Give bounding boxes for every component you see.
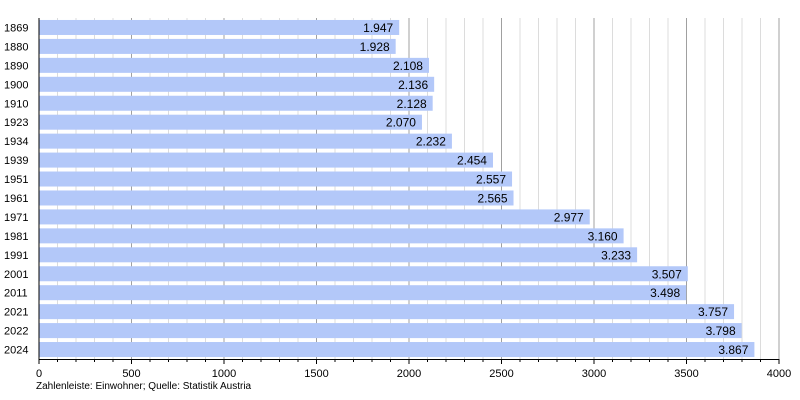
category-label-2024: 2024 <box>4 345 28 357</box>
x-tick-label-1000: 1000 <box>212 368 236 380</box>
category-label-2021: 2021 <box>4 307 28 319</box>
value-label-2022: 3.798 <box>706 324 736 338</box>
category-label-1900: 1900 <box>4 79 28 91</box>
x-tick-label-1500: 1500 <box>304 368 328 380</box>
bar-1961 <box>39 190 514 206</box>
footnote: Zahlenleiste: Einwohner; Quelle: Statist… <box>36 381 252 392</box>
category-label-1923: 1923 <box>4 117 28 129</box>
value-label-2024: 3.867 <box>718 343 748 357</box>
category-label-1869: 1869 <box>4 22 28 34</box>
bar-2021 <box>39 304 735 320</box>
bar-2024 <box>39 342 755 358</box>
category-label-1890: 1890 <box>4 60 28 72</box>
bar-1934 <box>39 133 452 149</box>
value-label-1880: 1.928 <box>360 40 390 54</box>
category-label-2001: 2001 <box>4 269 28 281</box>
value-label-1961: 2.565 <box>477 191 507 205</box>
category-label-1910: 1910 <box>4 98 28 110</box>
bar-1880 <box>39 38 396 54</box>
bar-1923 <box>39 114 422 130</box>
x-axis: 0 500 1000 1500 2000 2500 3000 3500 4000 <box>36 18 791 380</box>
category-label-1951: 1951 <box>4 174 28 186</box>
value-label-1951: 2.557 <box>476 173 506 187</box>
value-label-1971: 2.977 <box>554 210 584 224</box>
category-label-1961: 1961 <box>4 193 28 205</box>
bar-2011 <box>39 285 687 301</box>
value-label-1991: 3.233 <box>601 248 631 262</box>
x-tick-label-3500: 3500 <box>674 368 698 380</box>
value-label-2011: 3.498 <box>650 286 680 300</box>
value-label-2021: 3.757 <box>698 305 728 319</box>
x-tick-label-3000: 3000 <box>582 368 606 380</box>
value-label-1923: 2.070 <box>386 116 416 130</box>
category-label-2011: 2011 <box>4 288 28 300</box>
value-label-1869: 1.947 <box>363 21 393 35</box>
value-label-1939: 2.454 <box>457 154 487 168</box>
bar-2001 <box>39 266 688 282</box>
category-label-1981: 1981 <box>4 231 28 243</box>
bar-2022 <box>39 323 742 339</box>
bar-1951 <box>39 171 513 187</box>
category-labels: 1869 1880 1890 1900 1910 1923 1934 1939 1951 1961… <box>4 22 28 356</box>
value-label-1900: 2.136 <box>398 78 428 92</box>
bar-1991 <box>39 247 638 263</box>
bar-1890 <box>39 57 429 73</box>
value-label-1890: 2.108 <box>393 59 423 73</box>
grid-lines <box>57 18 780 359</box>
value-label-1910: 2.128 <box>397 97 427 111</box>
x-tick-label-4000: 4000 <box>767 368 791 380</box>
category-label-1880: 1880 <box>4 41 28 53</box>
category-label-2022: 2022 <box>4 326 28 338</box>
bar-1869 <box>39 19 400 35</box>
x-tick-label-2500: 2500 <box>489 368 513 380</box>
value-label-2001: 3.507 <box>652 267 682 281</box>
x-tick-label-500: 500 <box>122 368 140 380</box>
x-tick-label-2000: 2000 <box>397 368 421 380</box>
value-label-1981: 3.160 <box>588 229 618 243</box>
bar-1910 <box>39 95 433 111</box>
value-label-1934: 2.232 <box>416 135 446 149</box>
category-label-1971: 1971 <box>4 212 28 224</box>
bars <box>39 19 755 358</box>
bar-1971 <box>39 209 590 225</box>
category-label-1991: 1991 <box>4 250 28 262</box>
category-label-1934: 1934 <box>4 136 28 148</box>
x-tick-label-0: 0 <box>36 368 42 380</box>
bar-1981 <box>39 228 624 244</box>
bar-1939 <box>39 152 493 168</box>
bar-1900 <box>39 76 435 92</box>
category-label-1939: 1939 <box>4 155 28 167</box>
